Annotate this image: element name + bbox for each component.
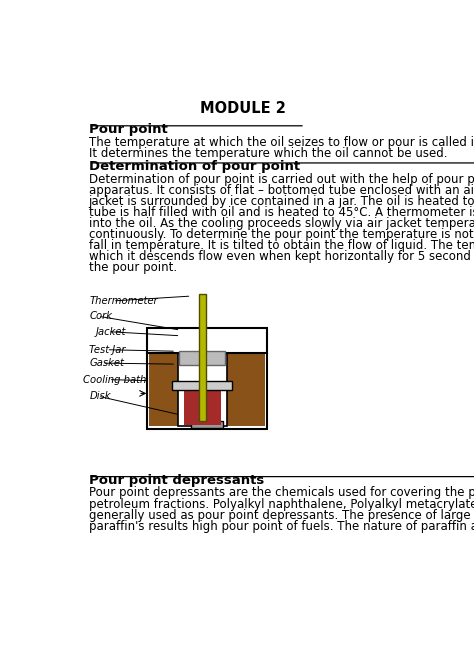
Text: paraffin's results high pour point of fuels. The nature of paraffin and their: paraffin's results high pour point of fu… [89,520,474,533]
Text: Pour point depressants are the chemicals used for covering the pour point of: Pour point depressants are the chemicals… [89,486,474,499]
Text: Test Jar: Test Jar [90,344,126,354]
Bar [178,354,227,426]
Bar [191,421,223,427]
Bar [184,387,220,425]
Text: jacket is surrounded by ice contained in a jar. The oil is heated to 45°C and th: jacket is surrounded by ice contained in… [89,195,474,208]
Text: The temperature at which the oil seizes to flow or pour is called its pour point: The temperature at which the oil seizes … [89,135,474,149]
Text: Determination of pour point is carried out with the help of pour point: Determination of pour point is carried o… [89,173,474,186]
Text: Thermometer: Thermometer [90,296,158,306]
Bar [147,328,267,429]
Text: apparatus. It consists of flat – bottomed tube enclosed with an air jacket. The: apparatus. It consists of flat – bottome… [89,184,474,197]
Bar [199,295,206,421]
Text: fall in temperature. It is tilted to obtain the flow of liquid. The temperature : fall in temperature. It is tilted to obt… [89,239,474,253]
Text: which it descends flow even when kept horizontally for 5 second is taken as: which it descends flow even when kept ho… [89,251,474,263]
Text: continuously. To determine the pour point the temperature is noted to every 3°: continuously. To determine the pour poin… [89,228,474,241]
Text: into the oil. As the cooling proceeds slowly via air jacket temperature falls: into the oil. As the cooling proceeds sl… [89,217,474,230]
Text: Pour point depressants: Pour point depressants [89,474,264,486]
Text: Jacket: Jacket [95,327,126,336]
Text: Disk: Disk [90,391,111,401]
Text: generally used as pour point depressants. The presence of large amounts of: generally used as pour point depressants… [89,509,474,522]
Text: Pour point: Pour point [89,123,167,136]
Text: Cooling bath: Cooling bath [83,375,146,385]
Text: Cork: Cork [90,311,112,321]
Text: Determination of pour point: Determination of pour point [89,160,300,173]
Bar [149,354,265,426]
Text: MODULE 2: MODULE 2 [200,101,286,116]
Bar [179,350,225,365]
Text: tube is half filled with oil and is heated to 45°C. A thermometer is introduced: tube is half filled with oil and is heat… [89,206,474,219]
Text: petroleum fractions. Polyalkyl naphthalene, Polyalkyl metacrylates are: petroleum fractions. Polyalkyl naphthale… [89,498,474,511]
Text: It determines the temperature which the oil cannot be used.: It determines the temperature which the … [89,147,447,160]
Text: the pour point.: the pour point. [89,261,177,275]
Text: Gasket: Gasket [90,358,124,368]
Bar [173,381,232,389]
